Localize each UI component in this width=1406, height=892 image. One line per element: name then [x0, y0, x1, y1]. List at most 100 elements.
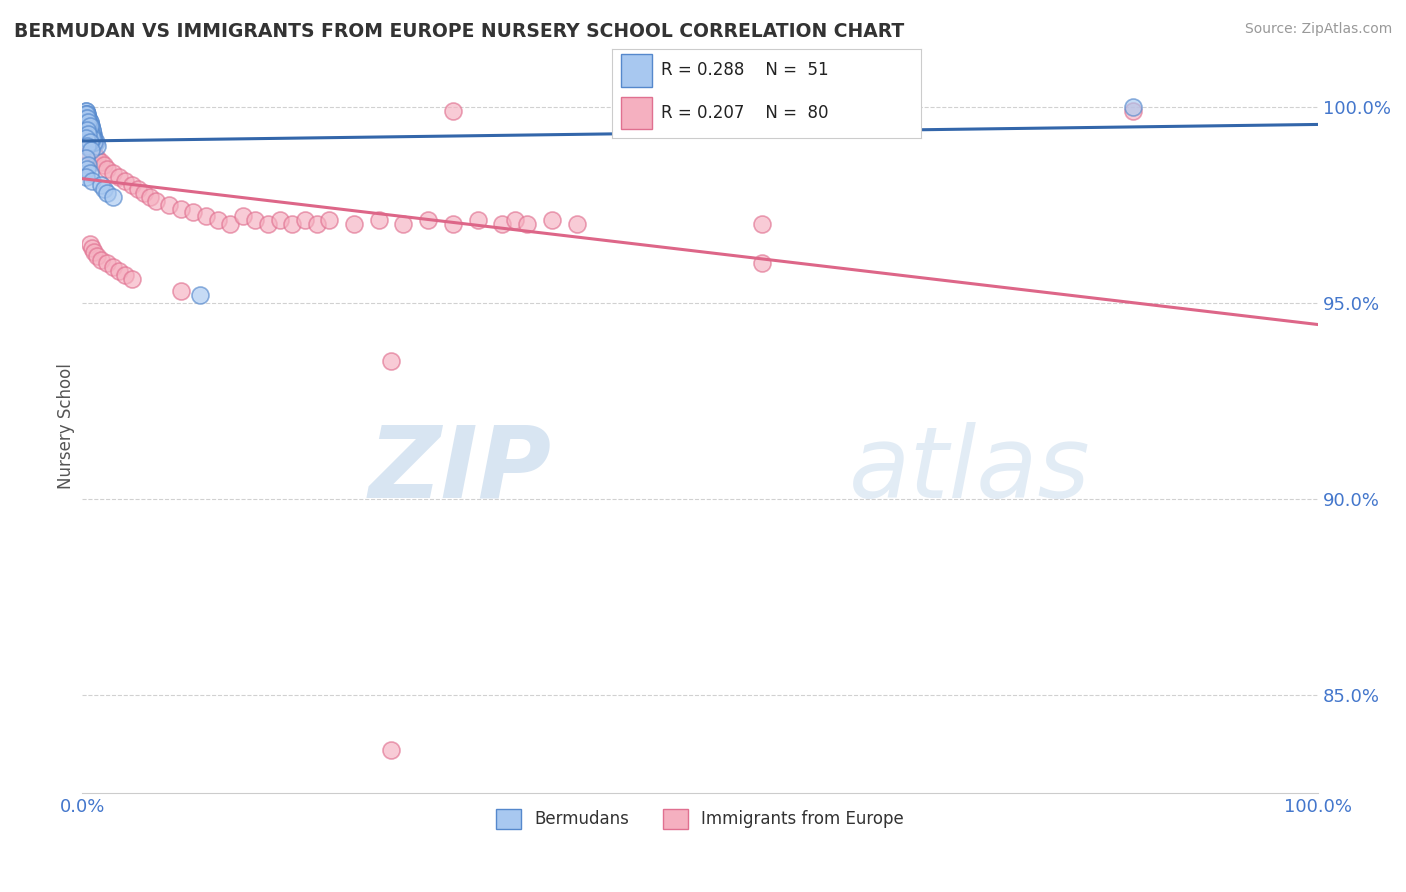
- Point: [76, 123, 98, 137]
- Point: [83, 135, 105, 149]
- Point: [318, 213, 340, 227]
- Point: [565, 217, 588, 231]
- Point: [170, 202, 193, 216]
- Point: [76, 162, 98, 177]
- Point: [491, 217, 513, 231]
- Point: [80, 127, 103, 141]
- Point: [188, 287, 211, 301]
- Point: [127, 182, 149, 196]
- Point: [75, 120, 97, 134]
- Point: [503, 213, 526, 227]
- Point: [76, 123, 98, 137]
- Point: [256, 217, 278, 231]
- Point: [75, 103, 97, 118]
- Point: [380, 354, 402, 368]
- Point: [751, 217, 773, 231]
- Point: [80, 241, 103, 255]
- Point: [751, 256, 773, 270]
- Point: [93, 158, 115, 172]
- Point: [79, 123, 101, 137]
- Point: [77, 158, 100, 172]
- Point: [80, 123, 103, 137]
- Point: [84, 135, 107, 149]
- Point: [83, 131, 105, 145]
- Point: [80, 127, 103, 141]
- Point: [516, 217, 538, 231]
- Point: [75, 143, 97, 157]
- Point: [101, 190, 124, 204]
- Point: [75, 131, 97, 145]
- Point: [75, 107, 97, 121]
- Point: [76, 115, 98, 129]
- Point: [77, 120, 100, 134]
- Text: ZIP: ZIP: [368, 422, 551, 518]
- Text: R = 0.207    N =  80: R = 0.207 N = 80: [661, 104, 828, 122]
- Point: [294, 213, 316, 227]
- Point: [79, 123, 101, 137]
- Point: [79, 236, 101, 251]
- Point: [76, 112, 98, 126]
- Point: [77, 112, 100, 126]
- Point: [83, 135, 105, 149]
- Point: [75, 107, 97, 121]
- Point: [75, 107, 97, 121]
- Point: [207, 213, 229, 227]
- Point: [82, 135, 104, 149]
- Point: [76, 115, 98, 129]
- Point: [269, 213, 291, 227]
- Point: [77, 112, 100, 126]
- Point: [80, 127, 103, 141]
- Point: [93, 182, 115, 196]
- Point: [183, 205, 205, 219]
- Point: [121, 272, 143, 286]
- Point: [441, 103, 464, 118]
- Point: [77, 127, 100, 141]
- Point: [75, 112, 97, 126]
- Text: BERMUDAN VS IMMIGRANTS FROM EUROPE NURSERY SCHOOL CORRELATION CHART: BERMUDAN VS IMMIGRANTS FROM EUROPE NURSE…: [14, 22, 904, 41]
- Point: [79, 120, 101, 134]
- Point: [80, 123, 103, 137]
- Point: [86, 151, 108, 165]
- Point: [77, 123, 100, 137]
- Point: [467, 213, 489, 227]
- Point: [80, 143, 103, 157]
- Point: [79, 135, 101, 149]
- Point: [86, 249, 108, 263]
- Point: [243, 213, 266, 227]
- Y-axis label: Nursery School: Nursery School: [58, 363, 75, 489]
- Point: [101, 166, 124, 180]
- Point: [79, 115, 101, 129]
- Point: [170, 284, 193, 298]
- Point: [1122, 100, 1144, 114]
- Point: [80, 127, 103, 141]
- Point: [82, 127, 104, 141]
- Point: [132, 186, 155, 200]
- Text: R = 0.288    N =  51: R = 0.288 N = 51: [661, 62, 828, 79]
- Point: [75, 112, 97, 126]
- Point: [77, 115, 100, 129]
- Point: [80, 174, 103, 188]
- Point: [83, 146, 105, 161]
- Point: [80, 123, 103, 137]
- Bar: [621, 97, 652, 129]
- Point: [79, 127, 101, 141]
- Point: [441, 217, 464, 231]
- Point: [139, 190, 162, 204]
- Point: [83, 244, 105, 259]
- Point: [281, 217, 304, 231]
- Point: [1122, 103, 1144, 118]
- Point: [108, 170, 131, 185]
- Point: [79, 120, 101, 134]
- Point: [75, 151, 97, 165]
- Point: [80, 131, 103, 145]
- Point: [219, 217, 242, 231]
- Point: [76, 107, 98, 121]
- Point: [305, 217, 328, 231]
- Point: [96, 162, 118, 177]
- Point: [76, 112, 98, 126]
- Point: [90, 252, 112, 267]
- Point: [79, 120, 101, 134]
- Point: [80, 131, 103, 145]
- Bar: [621, 54, 652, 87]
- Point: [114, 174, 136, 188]
